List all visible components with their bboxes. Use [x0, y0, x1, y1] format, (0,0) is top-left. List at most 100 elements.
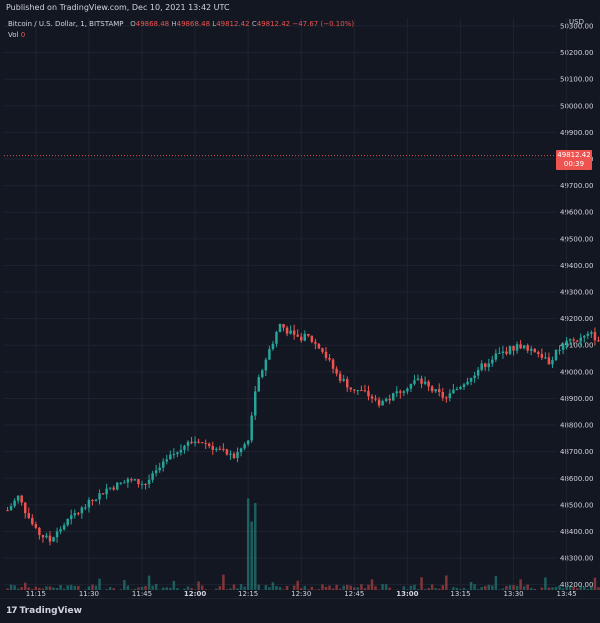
- volume-bar: [547, 587, 551, 590]
- candle-body: [222, 448, 225, 450]
- candle-body: [353, 389, 356, 391]
- volume-bar: [377, 589, 381, 590]
- volume-bar: [161, 587, 165, 590]
- volume-label[interactable]: Vol: [8, 31, 19, 39]
- candle-body: [264, 359, 268, 371]
- candle-body: [211, 445, 215, 450]
- volume-bar: [229, 588, 232, 590]
- candle-body: [31, 518, 34, 525]
- candle-body: [374, 398, 377, 400]
- candle-body: [455, 388, 459, 390]
- close-label: C: [251, 20, 257, 28]
- chart-area[interactable]: 50300.00 50200.00 50100.00 50000.00 49900.00…: [0, 16, 600, 598]
- volume-bar: [232, 584, 236, 590]
- candle-body: [165, 459, 169, 462]
- candle-body: [275, 332, 278, 344]
- volume-bar: [317, 589, 321, 590]
- symbol-title[interactable]: Bitcoin / U.S. Dollar, 1, BITSTAMP: [8, 20, 124, 28]
- volume-bar: [437, 588, 441, 590]
- volume-bar: [526, 584, 529, 590]
- candle-body: [476, 369, 480, 376]
- volume-bar: [473, 584, 476, 590]
- candle-body: [515, 344, 519, 351]
- volume-bar: [169, 587, 172, 590]
- candle-body: [257, 377, 261, 392]
- candle-body: [338, 373, 342, 381]
- candlestick-chart[interactable]: 50300.00 50200.00 50100.00 50000.00 49900.00…: [0, 16, 600, 598]
- candle-body: [285, 327, 289, 334]
- tradingview-logo[interactable]: 17 TradingView: [6, 606, 82, 616]
- volume-bar: [6, 588, 9, 590]
- volume-bar: [193, 589, 197, 590]
- volume-bar: [292, 585, 296, 590]
- candle-body: [137, 479, 140, 484]
- candle-body: [342, 379, 345, 381]
- volume-bar: [353, 587, 356, 590]
- candle-body: [583, 335, 586, 338]
- candle-body: [494, 353, 498, 360]
- volume-bar: [108, 587, 112, 590]
- volume-bar: [27, 587, 31, 590]
- price-tick-label: 50300.00: [560, 22, 593, 30]
- candle-body: [512, 346, 515, 351]
- volume-bar: [597, 587, 600, 590]
- volume-bar: [151, 585, 154, 590]
- volume-bar: [321, 584, 324, 590]
- candle-body: [232, 453, 236, 459]
- candle-body: [590, 332, 593, 334]
- candle-body: [483, 363, 487, 368]
- candle-body: [324, 351, 328, 358]
- candle-body: [66, 519, 69, 526]
- volume-bar: [469, 581, 473, 590]
- candle-body: [94, 499, 98, 501]
- close-value: 49812.42: [256, 20, 291, 28]
- volume-bar: [349, 585, 353, 590]
- price-tick-label: 49300.00: [560, 289, 593, 297]
- volume-bar: [147, 575, 151, 590]
- candle-body: [151, 473, 154, 480]
- price-tick-label: 49600.00: [560, 209, 593, 217]
- tradingview-logo-icon: 17: [6, 606, 17, 616]
- volume-bar: [48, 586, 52, 590]
- volume-bar: [420, 577, 423, 590]
- volume-bar: [583, 586, 586, 590]
- price-tick-label: 48800.00: [560, 422, 593, 430]
- candle-body: [377, 399, 381, 406]
- candle-body: [140, 483, 144, 485]
- candle-body: [207, 443, 211, 446]
- volume-bar: [126, 585, 130, 590]
- volume-bar: [441, 585, 445, 590]
- candle-body: [501, 351, 505, 354]
- volume-bar: [236, 588, 239, 590]
- time-tick-label: 12:00: [184, 590, 206, 598]
- time-tick-label: 12:45: [344, 590, 364, 598]
- candle-body: [402, 391, 406, 393]
- time-tick-label: 11:30: [79, 590, 99, 598]
- volume-bar: [239, 584, 243, 590]
- candle-body: [62, 525, 66, 530]
- volume-bar: [73, 585, 77, 590]
- candle-body: [561, 343, 565, 350]
- candle-body: [278, 324, 282, 333]
- volume-bar: [409, 585, 413, 590]
- candle-body: [158, 467, 161, 471]
- candle-body: [321, 348, 324, 352]
- volume-bar: [498, 589, 501, 590]
- candle-body: [335, 368, 338, 374]
- candle-body: [6, 510, 9, 512]
- volume-bar: [268, 587, 271, 590]
- high-label: H: [171, 20, 177, 28]
- volume-bar: [360, 584, 363, 590]
- volume-bar: [197, 581, 200, 590]
- volume-bar: [52, 587, 55, 590]
- volume-bar: [384, 584, 388, 590]
- volume-bar: [533, 588, 537, 590]
- volume-bar: [487, 584, 491, 590]
- volume-bar: [515, 585, 519, 590]
- currency-label[interactable]: USD: [569, 18, 584, 26]
- volume-bar: [345, 584, 349, 590]
- candle-body: [133, 479, 137, 481]
- volume-bar: [367, 584, 370, 590]
- price-tick-label: 48500.00: [560, 501, 593, 509]
- volume-bar: [388, 587, 391, 590]
